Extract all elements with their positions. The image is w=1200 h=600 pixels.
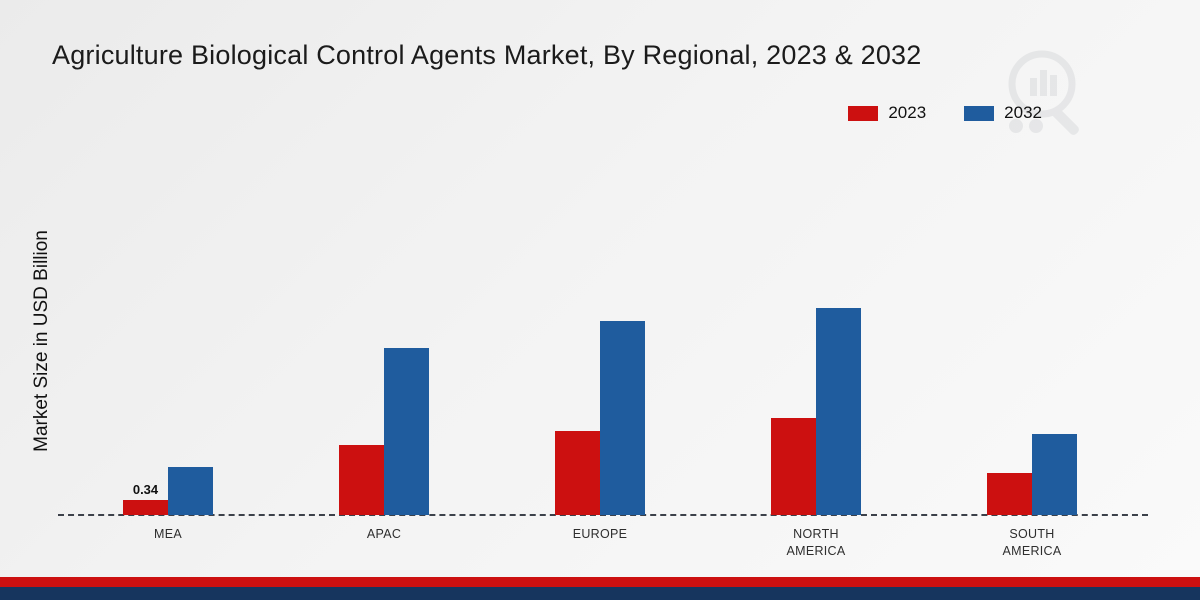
bar-2023 <box>339 445 384 515</box>
category-label: SOUTH AMERICA <box>1002 527 1062 558</box>
legend-item-2023: 2023 <box>848 103 926 123</box>
bar-2023 <box>987 473 1032 515</box>
bar-2023 <box>555 431 600 515</box>
legend: 2023 2032 <box>848 103 1042 123</box>
category-label: EUROPE <box>572 527 628 541</box>
bar-2032 <box>168 467 213 515</box>
y-axis-label: Market Size in USD Billion <box>31 230 52 452</box>
legend-swatch-2023 <box>848 105 879 121</box>
bottom-band-navy <box>0 587 1200 600</box>
x-axis-baseline <box>58 514 1148 516</box>
category-label: NORTH AMERICA <box>786 527 846 558</box>
bottom-band-red <box>0 577 1200 587</box>
watermark-logo <box>992 42 1092 147</box>
bar-2032 <box>1032 434 1077 515</box>
bar-group: EUROPE <box>555 321 645 541</box>
value-label: 0.34 <box>132 482 159 497</box>
bar-2032 <box>384 348 429 515</box>
legend-label-2032: 2032 <box>1004 103 1042 122</box>
legend-swatch-2032 <box>964 105 995 121</box>
bar-2023: 0.34 <box>123 482 168 515</box>
bar-2032 <box>816 308 861 515</box>
bar-group: SOUTH AMERICA <box>987 434 1077 558</box>
chart-title: Agriculture Biological Control Agents Ma… <box>52 40 922 70</box>
bar-2032 <box>600 321 645 515</box>
category-label: MEA <box>154 527 182 541</box>
bar-group: 0.34 MEA <box>123 467 213 541</box>
bar-group: APAC <box>339 348 429 541</box>
legend-item-2032: 2032 <box>964 103 1042 123</box>
category-label: APAC <box>366 527 402 541</box>
bar-2023 <box>771 418 816 515</box>
plot-area: 0.34 MEA APAC EUROPE NORTH AMERICA SOUTH AMER… <box>60 0 1140 558</box>
bar-group: NORTH AMERICA <box>771 308 861 558</box>
legend-label-2023: 2023 <box>888 103 927 122</box>
